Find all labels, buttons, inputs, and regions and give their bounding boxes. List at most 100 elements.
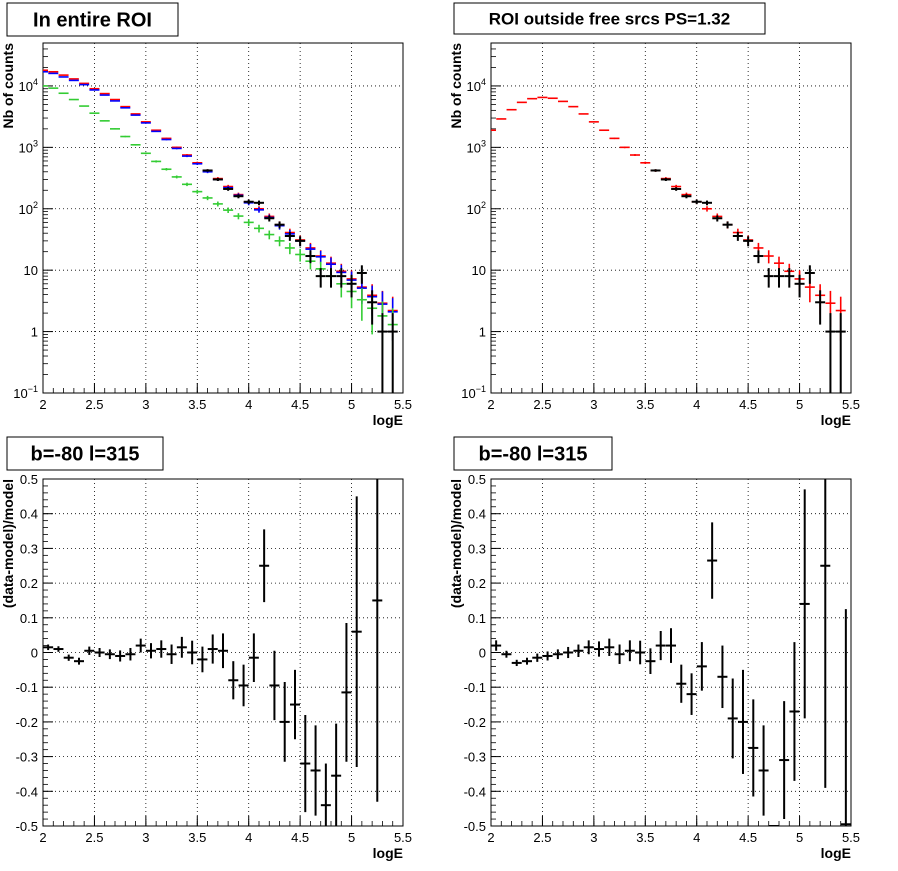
data-point <box>264 230 275 240</box>
y-tick-label: 0.4 <box>20 507 38 522</box>
x-tick-label: 2.5 <box>85 397 103 412</box>
data-point <box>743 236 754 247</box>
data-point <box>635 640 646 665</box>
data-point <box>243 219 254 227</box>
data-point <box>624 640 635 662</box>
data-point <box>356 265 367 284</box>
data-point <box>79 83 90 86</box>
data-point <box>305 250 316 264</box>
data-point <box>320 763 331 826</box>
data-point <box>202 169 213 172</box>
data-point <box>671 187 682 191</box>
data-point <box>650 169 661 172</box>
x-tick-label: 2.5 <box>533 830 551 845</box>
data-point <box>588 121 599 123</box>
x-axis-label: logE <box>821 845 851 861</box>
data-point <box>542 651 553 661</box>
y-tick-label: 0.3 <box>20 541 38 556</box>
data-point <box>274 221 285 229</box>
x-tick-label: 4 <box>693 397 700 412</box>
data-point <box>840 609 851 826</box>
data-point <box>660 177 671 182</box>
data-point <box>387 313 398 393</box>
data-point <box>568 105 579 108</box>
data-point <box>290 669 300 740</box>
data-point <box>130 113 141 115</box>
data-point <box>166 644 177 664</box>
data-point <box>738 669 748 774</box>
data-point <box>722 221 733 229</box>
chart-panel-2: 2 2.5 3 3.5 4 4.5 5 5.5 10−1 1 10 102 103 104 logE Nb o… <box>448 2 860 428</box>
data-point <box>295 248 306 262</box>
data-point <box>140 122 151 124</box>
x-tick-label: 5.5 <box>842 397 860 412</box>
y-tick-label: 104 <box>19 77 38 94</box>
data-point <box>676 664 687 703</box>
data-point <box>799 489 810 719</box>
data-point <box>269 650 280 721</box>
x-tick-label: 5.5 <box>394 397 412 412</box>
data-point <box>506 108 517 111</box>
x-tick-label: 3 <box>590 397 597 412</box>
data-point <box>753 250 764 264</box>
plot-frame <box>490 42 852 394</box>
data-point <box>58 92 69 95</box>
data-point <box>604 638 615 656</box>
x-tick-label: 3 <box>590 830 597 845</box>
data-point <box>120 135 131 138</box>
y-tick-label: 0.2 <box>20 576 38 591</box>
data-point <box>110 128 120 130</box>
data-point <box>89 112 100 114</box>
data-point <box>110 98 120 101</box>
y-tick-label: -0.4 <box>464 784 486 799</box>
data-point <box>171 175 182 179</box>
data-point <box>110 100 120 102</box>
data-point <box>763 268 774 288</box>
data-point <box>491 640 502 651</box>
data-point <box>594 641 604 657</box>
data-point <box>666 628 676 663</box>
data-point <box>640 161 651 164</box>
chart-panel-4: 2 2.5 3 3.5 4 4.5 5 5.5 -0.5 -0.4 -0.3 -0.2 -0.1 0 0.1… <box>448 436 860 861</box>
y-tick-label: 103 <box>467 138 486 155</box>
data-point <box>784 268 795 288</box>
data-point <box>99 120 110 122</box>
data-point <box>583 640 594 655</box>
data-point <box>516 101 527 104</box>
y-tick-label: 103 <box>19 138 38 155</box>
data-point <box>367 290 378 325</box>
x-tick-label: 3 <box>142 397 149 412</box>
data-point <box>233 213 244 220</box>
x-tick-label: 4.5 <box>739 830 757 845</box>
data-point <box>284 231 295 241</box>
data-point <box>300 714 311 813</box>
y-tick-label: -0.4 <box>16 784 38 799</box>
y-tick-label: -0.5 <box>16 819 38 834</box>
x-tick-label: 3 <box>142 830 149 845</box>
y-tick-label: -0.1 <box>16 680 38 695</box>
data-point <box>681 194 692 199</box>
data-point <box>619 146 630 149</box>
y-tick-label: -0.2 <box>16 715 38 730</box>
data-point <box>552 649 563 660</box>
y-tick-label: 0.4 <box>468 507 486 522</box>
data-point <box>496 118 507 120</box>
x-tick-label: 2 <box>39 397 46 412</box>
data-point <box>115 650 126 662</box>
data-point <box>732 231 743 241</box>
data-point <box>372 479 383 802</box>
y-tick-label: 0 <box>31 646 38 661</box>
data-point <box>727 678 738 759</box>
y-axis-label: (data-model)/model <box>0 479 16 608</box>
series-1 <box>491 479 851 826</box>
data-point <box>655 630 666 661</box>
x-tick-label: 4.5 <box>291 397 309 412</box>
x-tick-label: 2.5 <box>85 830 103 845</box>
data-point <box>228 661 239 700</box>
data-point <box>774 268 784 288</box>
data-point <box>89 87 100 90</box>
data-point <box>820 479 831 788</box>
data-point <box>233 194 244 199</box>
data-point <box>763 250 774 264</box>
data-point <box>547 97 558 100</box>
